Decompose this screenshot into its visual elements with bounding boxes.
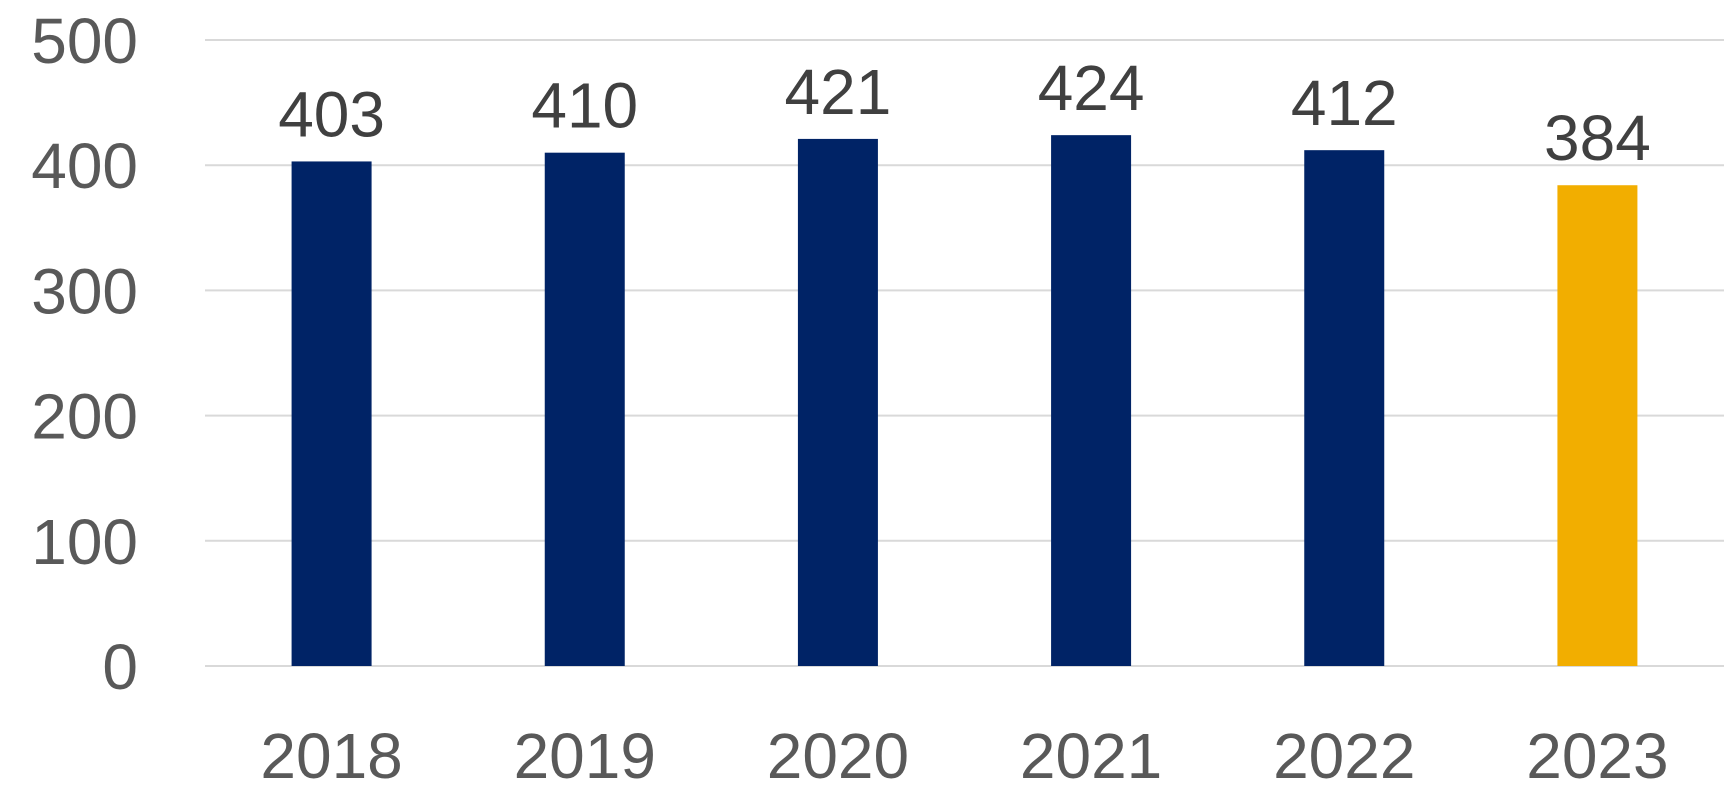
y-tick-label: 500 xyxy=(31,5,138,77)
x-tick-label: 2021 xyxy=(1020,720,1162,786)
data-labels: 403 410 421 424 412 384 xyxy=(278,52,1651,174)
x-tick-label: 2019 xyxy=(514,720,656,786)
data-label: 384 xyxy=(1544,102,1651,174)
data-label: 410 xyxy=(531,70,638,142)
bar-2021 xyxy=(1051,135,1132,667)
bar-2019 xyxy=(544,152,625,666)
bar-2022 xyxy=(1304,150,1385,666)
data-label: 403 xyxy=(278,78,385,150)
bar-layer xyxy=(291,135,1638,667)
y-tick-label: 0 xyxy=(102,631,138,703)
data-label: 412 xyxy=(1291,67,1398,139)
y-axis-ticks: 0 100 200 300 400 500 xyxy=(31,5,138,703)
data-label: 424 xyxy=(1038,52,1145,124)
x-tick-label: 2023 xyxy=(1526,720,1668,786)
y-tick-label: 100 xyxy=(31,506,138,578)
x-axis-ticks: 2018 2019 2020 2021 2022 2023 xyxy=(260,720,1668,786)
y-tick-label: 400 xyxy=(31,130,138,202)
x-tick-label: 2018 xyxy=(260,720,402,786)
y-tick-label: 300 xyxy=(31,255,138,327)
bar-2020 xyxy=(797,138,878,666)
bar-2018 xyxy=(291,161,372,666)
grid-layer xyxy=(205,39,1724,667)
bar-2023 xyxy=(1557,185,1638,666)
x-tick-label: 2020 xyxy=(767,720,909,786)
y-tick-label: 200 xyxy=(31,381,138,453)
data-label: 421 xyxy=(785,56,892,128)
x-tick-label: 2022 xyxy=(1273,720,1415,786)
